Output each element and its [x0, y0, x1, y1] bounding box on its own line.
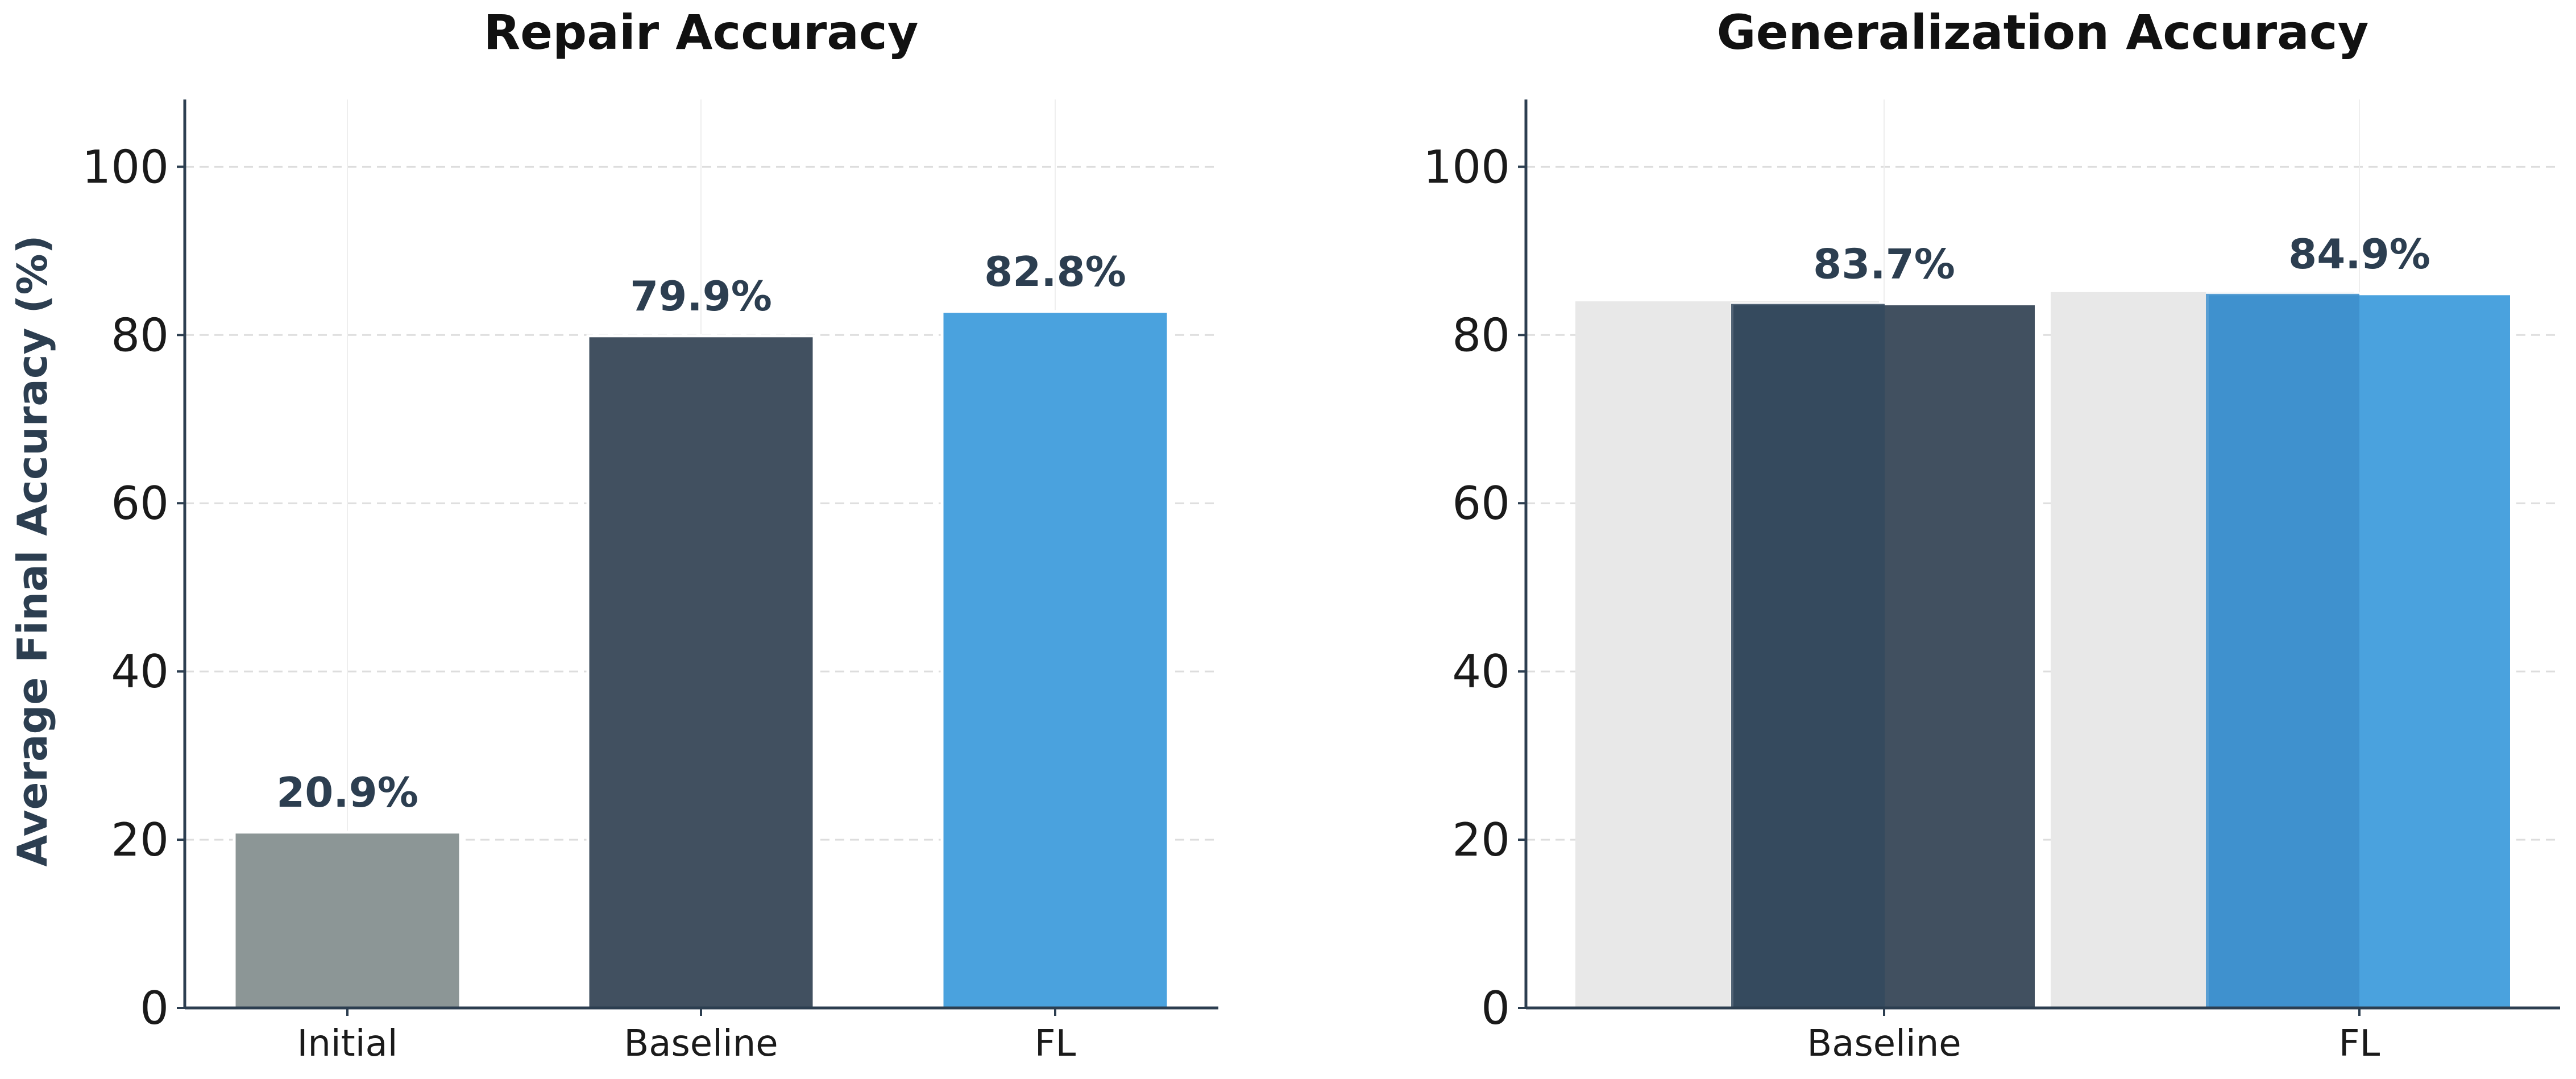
chart2-ytick-label-0: 0	[1481, 982, 1510, 1035]
chart2-bar-overlay-fl	[2206, 293, 2359, 1008]
chart1-bar-baseline	[586, 334, 816, 1010]
chart2-ytick-label-3: 60	[1452, 477, 1510, 530]
chart2-xtick-label-fl: FL	[2339, 1023, 2380, 1065]
chart2-bar-overlay-baseline	[1731, 304, 1885, 1008]
chart2-xtick-label-baseline: Baseline	[1807, 1023, 1961, 1065]
chart2-ytick-label-2: 40	[1452, 645, 1510, 698]
chart1-ytick-label-0: 0	[140, 982, 169, 1035]
chart1-data-label-baseline: 79.9%	[630, 272, 772, 320]
chart1-y-axis-label: Average Final Accuracy (%)	[9, 235, 56, 867]
chart2-data-label-baseline: 83.7%	[1813, 240, 1955, 288]
chart1-xtick-label-baseline: Baseline	[624, 1023, 778, 1065]
chart1-ytick-label-4: 80	[111, 309, 169, 362]
chart2-ytick-label-5: 100	[1423, 140, 1510, 193]
chart1-ytick-label-1: 20	[111, 814, 169, 866]
chart2-ytick-label-1: 20	[1452, 814, 1510, 866]
chart2-title: Generalization Accuracy	[1717, 5, 2369, 60]
chart1-ytick-label-3: 60	[111, 477, 169, 530]
chart1-ytick-label-5: 100	[82, 140, 169, 193]
chart1-xtick-label-initial: Initial	[297, 1023, 397, 1065]
chart1-title: Repair Accuracy	[484, 5, 919, 60]
chart2-ytick-label-4: 80	[1452, 309, 1510, 362]
chart1-xtick-label-fl: FL	[1035, 1023, 1076, 1065]
chart1-ytick-label-2: 40	[111, 645, 169, 698]
chart1-bar-fl	[940, 310, 1170, 1010]
chart1-data-label-fl: 82.8%	[984, 248, 1126, 296]
chart2-data-label-fl: 84.9%	[2288, 230, 2430, 278]
chart1-data-label-initial: 20.9%	[276, 769, 418, 816]
chart1-bar-initial	[233, 831, 462, 1010]
